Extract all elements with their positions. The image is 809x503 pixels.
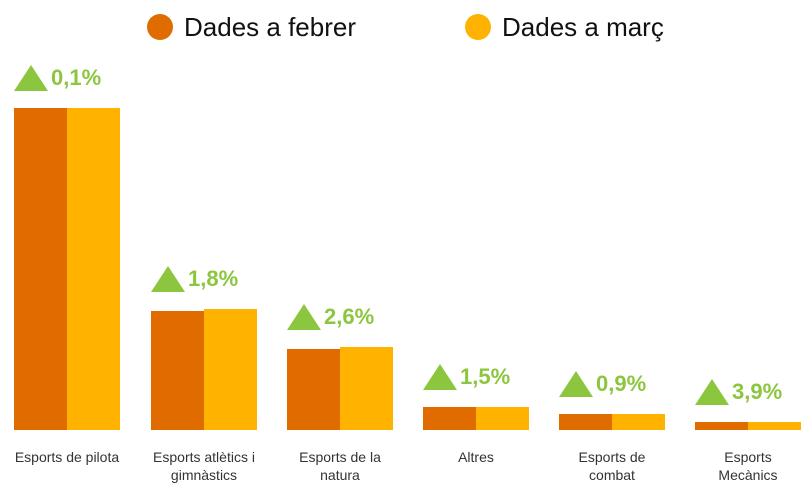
annotation-triangle (14, 64, 48, 91)
annotation: 2,6% (324, 304, 375, 329)
legend-swatch (465, 14, 491, 40)
annotation-triangle (695, 378, 729, 405)
annotation-triangle (287, 304, 321, 330)
annotation: 1,5% (460, 363, 511, 389)
x-tick-label: Esports de combat (578, 449, 646, 483)
annotation: 3,9% (732, 378, 783, 404)
bar (340, 347, 393, 430)
annotation-triangle (559, 370, 593, 397)
legend-label: Dades a març (502, 12, 664, 42)
bar (612, 413, 665, 430)
x-tick-label: Esports Mecànics (718, 449, 778, 483)
x-tick-label: Esports de pilota (14, 449, 120, 465)
bar (559, 414, 612, 430)
bar (423, 407, 476, 430)
annotation: 1,8% (188, 266, 239, 291)
bar (151, 311, 204, 430)
x-tick-label: Esports atlètics i gimnàstics (153, 449, 255, 483)
bar (476, 406, 529, 430)
bar (287, 349, 340, 430)
legend-label: Dades a febrer (184, 12, 356, 42)
bar (67, 107, 120, 430)
annotation-triangle (151, 266, 185, 292)
annotation-triangle (423, 363, 457, 390)
legend-swatch (147, 14, 173, 40)
x-tick-label: Altres (458, 449, 494, 465)
bar (695, 422, 748, 430)
bar (14, 108, 67, 430)
bar (204, 309, 257, 430)
annotation: 0,9% (596, 370, 647, 396)
bar (748, 421, 801, 430)
annotation: 0,1% (51, 64, 102, 90)
x-tick-label: Esports de la natura (299, 449, 381, 483)
